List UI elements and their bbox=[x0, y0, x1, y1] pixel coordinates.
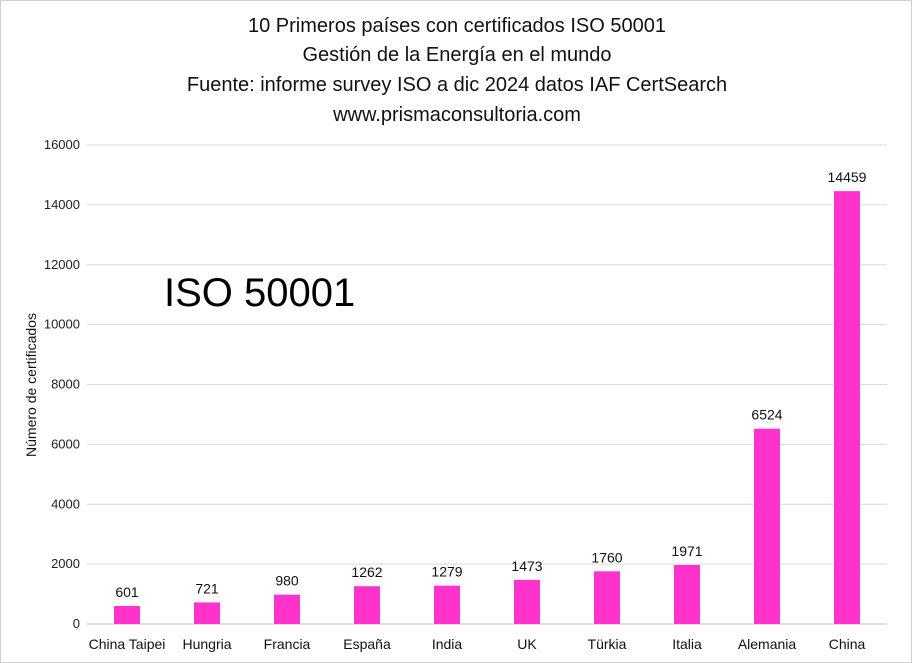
bar bbox=[114, 606, 140, 624]
data-label: 980 bbox=[275, 573, 299, 589]
bar bbox=[674, 564, 700, 624]
x-tick-label: Hungria bbox=[182, 636, 231, 652]
chart-title-line-1: 10 Primeros países con certificados ISO … bbox=[248, 15, 666, 37]
bar bbox=[834, 191, 860, 625]
y-tick-label: 4000 bbox=[51, 496, 80, 511]
y-tick-label: 2000 bbox=[51, 556, 80, 571]
y-tick-label: 12000 bbox=[44, 257, 80, 272]
data-label: 1279 bbox=[431, 564, 462, 580]
x-tick-label: Francia bbox=[264, 636, 311, 652]
y-tick-label: 6000 bbox=[51, 436, 80, 451]
chart-title-line-4: www.prismaconsultoria.com bbox=[333, 104, 581, 126]
bar bbox=[754, 428, 780, 624]
y-tick-label: 10000 bbox=[44, 317, 80, 332]
iso-overlay-label: ISO 50001 bbox=[164, 271, 356, 315]
data-label: 1760 bbox=[591, 549, 622, 565]
y-tick-label: 0 bbox=[73, 616, 80, 631]
y-tick-label: 14000 bbox=[44, 197, 80, 212]
x-tick-label: España bbox=[343, 636, 391, 652]
x-tick-label: Türkia bbox=[588, 636, 627, 652]
data-label: 1971 bbox=[671, 543, 702, 559]
data-label: 601 bbox=[115, 584, 139, 600]
data-label: 1473 bbox=[511, 558, 542, 574]
bar bbox=[594, 571, 620, 624]
y-tick-label: 16000 bbox=[44, 137, 80, 152]
bar bbox=[514, 579, 540, 624]
chart-title-line-3: Fuente: informe survey ISO a dic 2024 da… bbox=[186, 74, 728, 96]
bar bbox=[434, 585, 460, 624]
x-tick-label: India bbox=[432, 636, 463, 652]
bar bbox=[194, 602, 220, 624]
y-tick-label: 8000 bbox=[51, 377, 80, 392]
data-label: 14459 bbox=[828, 169, 867, 185]
data-label: 721 bbox=[195, 580, 219, 596]
x-tick-label: Italia bbox=[672, 636, 702, 652]
x-tick-label: China Taipei bbox=[89, 636, 166, 652]
bar bbox=[354, 586, 380, 624]
data-label: 6524 bbox=[751, 407, 782, 423]
x-tick-label: Alemania bbox=[738, 636, 797, 652]
bar bbox=[274, 594, 300, 624]
data-label: 1262 bbox=[351, 564, 382, 580]
x-tick-label: UK bbox=[517, 636, 537, 652]
chart-title-line-2: Gestión de la Energía en el mundo bbox=[302, 44, 612, 66]
x-tick-label: China bbox=[829, 636, 866, 652]
